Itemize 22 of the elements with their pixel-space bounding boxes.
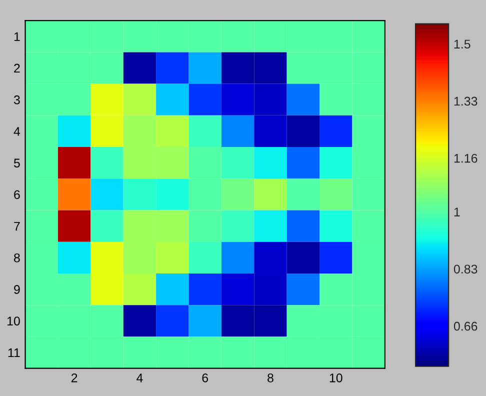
color-bar-label: 1 [454, 208, 460, 216]
color-bar-label: 0.83 [454, 264, 478, 274]
y-tick-label: 7 [14, 222, 20, 231]
x-tick-label: 2 [71, 373, 78, 382]
y-tick-label: 9 [14, 285, 20, 294]
x-tick-label: 4 [136, 374, 143, 382]
y-tick-label: 1 [14, 32, 20, 41]
y-tick-label: 4 [14, 127, 20, 136]
x-tick-label: 6 [202, 373, 208, 382]
x-tick-label: 8 [268, 373, 274, 382]
y-tick-label: 6 [14, 190, 20, 200]
y-tick-label: 5 [14, 158, 20, 168]
y-tick-label: 8 [14, 253, 20, 262]
x-tick-label: 10 [330, 373, 342, 382]
color-bar-label: 1.16 [454, 154, 478, 163]
y-tick-label: 2 [14, 64, 20, 73]
y-tick-label: 10 [7, 316, 20, 326]
color-bar-label: 1.33 [454, 96, 478, 106]
y-tick-label: 3 [14, 95, 20, 104]
color-bar-label: 0.66 [454, 322, 478, 331]
color-bar-label: 1.5 [454, 40, 470, 49]
y-tick-label: 11 [8, 348, 20, 358]
